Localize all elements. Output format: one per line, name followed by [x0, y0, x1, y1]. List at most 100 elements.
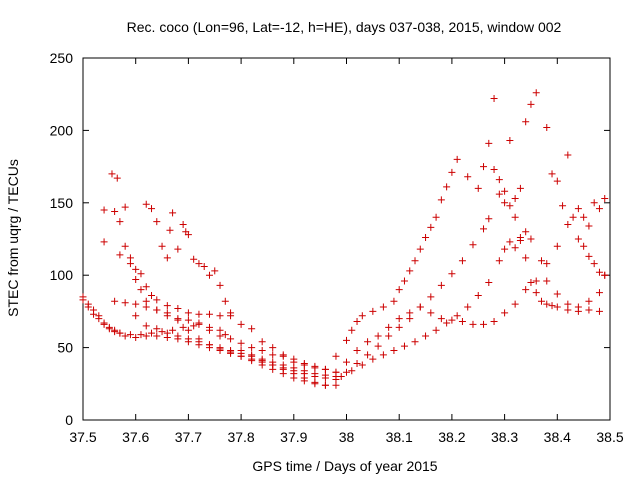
data-point — [169, 209, 177, 217]
data-point — [585, 222, 593, 230]
data-point — [111, 326, 119, 334]
data-point — [132, 276, 140, 284]
data-point — [464, 173, 472, 181]
data-point — [490, 95, 498, 103]
data-point — [406, 267, 414, 275]
data-point — [480, 163, 488, 171]
data-point — [205, 341, 213, 349]
data-point — [532, 277, 540, 285]
data-point — [553, 303, 561, 311]
data-point — [179, 323, 187, 331]
data-point — [427, 309, 435, 317]
data-point — [437, 315, 445, 323]
data-point — [332, 352, 340, 360]
data-point — [480, 320, 488, 328]
data-point — [137, 331, 145, 339]
data-point — [142, 332, 150, 340]
data-point — [522, 254, 530, 262]
data-point — [269, 351, 277, 359]
data-point — [522, 286, 530, 294]
data-point — [163, 309, 171, 317]
data-point — [121, 332, 129, 340]
data-point — [132, 312, 140, 320]
data-point — [564, 300, 572, 308]
data-point — [501, 187, 509, 195]
x-tick-label: 37.6 — [122, 429, 149, 445]
data-point — [153, 306, 161, 314]
data-point — [116, 251, 124, 259]
data-point — [153, 332, 161, 340]
data-point — [358, 361, 366, 369]
data-point — [195, 320, 203, 328]
data-point — [343, 368, 350, 376]
data-point — [174, 332, 182, 340]
data-point — [95, 312, 103, 320]
data-point — [437, 196, 445, 204]
data-point — [116, 218, 124, 226]
data-point — [427, 223, 435, 231]
data-point — [163, 254, 171, 262]
data-point — [126, 254, 134, 262]
data-point — [216, 312, 224, 320]
data-point — [390, 297, 398, 305]
data-point — [248, 352, 256, 360]
data-point — [511, 194, 519, 202]
data-point — [337, 373, 345, 381]
data-point — [469, 241, 477, 249]
data-point — [411, 338, 419, 346]
data-point — [348, 367, 356, 375]
data-point — [374, 342, 382, 350]
x-tick-label: 38.4 — [544, 429, 571, 445]
data-point — [543, 277, 551, 285]
data-point — [432, 213, 440, 221]
data-point — [574, 303, 582, 311]
data-point — [564, 221, 572, 229]
data-point — [527, 235, 535, 243]
data-point — [300, 360, 308, 368]
data-point — [595, 307, 603, 315]
data-point — [111, 207, 119, 215]
data-point — [184, 309, 192, 317]
data-point — [385, 332, 393, 340]
data-point — [142, 303, 150, 311]
data-point — [553, 290, 561, 298]
data-point — [511, 244, 519, 252]
data-point — [506, 238, 514, 246]
data-point — [205, 326, 213, 334]
data-point — [400, 277, 408, 285]
x-tick-label: 38.2 — [438, 429, 465, 445]
data-point — [90, 306, 98, 314]
data-point — [543, 124, 551, 132]
data-point — [174, 245, 182, 253]
data-point — [258, 346, 266, 354]
x-axis: 37.5 37.6 37.7 37.8 37.9 38 38.1 38.2 38.3 38.4 38… — [69, 58, 624, 445]
data-point — [358, 312, 366, 320]
y-tick-label: 150 — [50, 195, 74, 211]
data-point — [522, 228, 530, 236]
data-point — [537, 257, 545, 265]
data-point — [132, 265, 140, 273]
data-point — [279, 365, 287, 373]
data-point — [564, 151, 572, 159]
data-point — [184, 231, 192, 239]
data-point — [111, 297, 119, 305]
data-point — [548, 302, 556, 310]
data-point — [406, 309, 414, 317]
data-point — [595, 205, 603, 213]
data-point — [495, 257, 503, 265]
data-point — [184, 335, 192, 343]
data-point — [448, 316, 456, 324]
data-point — [137, 270, 145, 278]
data-point — [458, 257, 466, 265]
data-point — [422, 332, 430, 340]
data-point — [422, 234, 430, 242]
data-point — [184, 326, 192, 334]
data-point — [553, 177, 561, 185]
data-point — [132, 333, 140, 341]
data-point — [580, 242, 588, 250]
data-point — [332, 381, 340, 389]
data-point — [343, 336, 350, 344]
data-point — [501, 245, 509, 253]
data-point — [343, 358, 350, 366]
data-point — [395, 323, 403, 331]
